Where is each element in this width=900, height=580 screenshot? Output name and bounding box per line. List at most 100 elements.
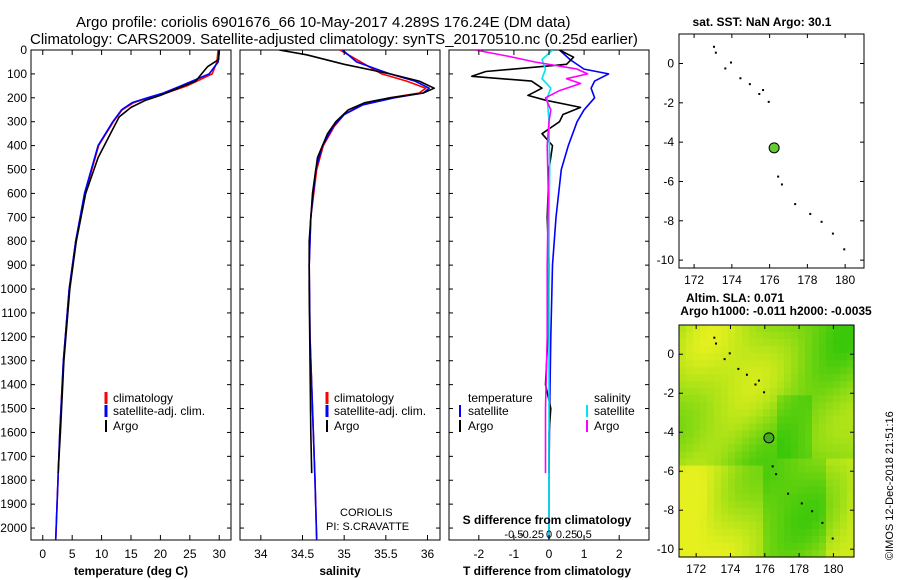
sla-heat-cell xyxy=(700,360,708,368)
sla-heat-cell xyxy=(686,479,694,488)
salinity-series xyxy=(279,50,436,540)
sla-heat-cell xyxy=(805,430,813,439)
sla-heat-cell xyxy=(826,472,834,481)
sla-heat-cell xyxy=(791,507,799,516)
salinity-x-ticks: 34 34.5 35 35.5 36 xyxy=(254,50,434,561)
sla-heat-cell xyxy=(770,388,778,396)
x-tick-label: 30 xyxy=(213,547,227,561)
sla-heat-cell xyxy=(735,472,743,481)
sla-heat-cell xyxy=(728,500,736,509)
sla-heat-cell xyxy=(833,339,841,347)
sla-heat-cell xyxy=(847,353,855,361)
depth-tick-label: 600 xyxy=(7,186,27,200)
sla-heat-cell xyxy=(742,465,750,474)
sla-heat-cell xyxy=(840,479,848,488)
sla-heat-cell xyxy=(749,528,757,537)
sla-heat-cell xyxy=(826,381,834,389)
sla-heat-cell xyxy=(693,402,701,410)
sla-heat-cell xyxy=(847,507,855,516)
depth-tick-label: 800 xyxy=(7,234,27,248)
sla-map-frame xyxy=(678,324,855,558)
map-x-tick-label: 174 xyxy=(720,562,740,576)
sla-heat-cell xyxy=(693,472,701,481)
sla-heat-cell xyxy=(798,346,806,354)
sla-heat-cell xyxy=(770,444,778,453)
sla-heat-cell xyxy=(728,437,736,446)
sla-heat-cell xyxy=(840,549,848,558)
sla-heat-cell xyxy=(791,346,799,354)
sla-heat-cell xyxy=(798,430,806,439)
map-y-tick-label: 0 xyxy=(667,56,674,70)
sla-heat-cell xyxy=(777,521,785,530)
map-x-tick-label: 172 xyxy=(684,273,704,287)
temperature-panel xyxy=(30,49,232,541)
sla-heat-cell xyxy=(721,528,729,537)
sla-heat-cell xyxy=(812,521,820,530)
s-diff-tick-label: -0.5 xyxy=(504,529,523,541)
sla-heat-cell xyxy=(770,451,778,460)
sla-heat-cell xyxy=(826,528,834,537)
sla-heat-cell xyxy=(784,458,792,467)
sla-heat-cell xyxy=(805,479,813,488)
sla-heat-cell xyxy=(679,367,687,375)
sla-heat-cell xyxy=(812,423,820,432)
sla-heat-cell xyxy=(749,402,757,410)
sla-heat-cell xyxy=(714,549,722,558)
sla-heat-cell xyxy=(686,367,694,375)
sla-heat-cell xyxy=(798,395,806,403)
depth-tick-label: 1000 xyxy=(0,282,27,296)
sla-heat-cell xyxy=(847,514,855,523)
x-tick-label: -1 xyxy=(509,547,520,561)
sla-heat-cell xyxy=(742,332,750,340)
island xyxy=(809,212,812,215)
sla-heat-cell xyxy=(728,493,736,502)
sla-heat-cell xyxy=(840,472,848,481)
sla-heat-cell xyxy=(735,325,743,333)
sla-heat-cell xyxy=(756,325,764,333)
sla-heat-cell xyxy=(721,325,729,333)
sla-heat-cell xyxy=(693,479,701,488)
sla-heat-cell xyxy=(693,507,701,516)
title-line-1: Argo profile: coriolis 6901676_66 10-May… xyxy=(76,14,570,31)
sla-heat-cell xyxy=(812,388,820,396)
sla-heat-cell xyxy=(812,507,820,516)
x-tick-label: 34 xyxy=(254,547,268,561)
sla-heat-cell xyxy=(735,465,743,474)
island xyxy=(821,521,824,524)
sla-heat-cell xyxy=(812,500,820,509)
sla-heat-cell xyxy=(686,346,694,354)
sla-heat-cell xyxy=(714,409,722,417)
sla-heat-cell xyxy=(756,367,764,375)
sla-heat-cell xyxy=(742,542,750,551)
sla-heat-cell xyxy=(770,430,778,439)
sst-map-title: sat. SST: NaN Argo: 30.1 xyxy=(693,15,832,29)
sla-heat-cell xyxy=(770,458,778,467)
sla-heat-cell xyxy=(784,535,792,544)
sla-heat-cell xyxy=(784,423,792,432)
sla-heat-cell xyxy=(721,374,729,382)
sla-heat-cell xyxy=(742,381,750,389)
sla-heat-cell xyxy=(749,451,757,460)
sla-heat-cell xyxy=(756,542,764,551)
sla-heat-cell xyxy=(826,458,834,467)
sla-heat-cell xyxy=(756,458,764,467)
sla-heat-cell xyxy=(700,486,708,495)
sla-heat-cell xyxy=(700,367,708,375)
sla-heat-cell xyxy=(693,514,701,523)
sla-heat-cell xyxy=(700,395,708,403)
sla-heat-cell xyxy=(756,549,764,558)
sla-heat-cell xyxy=(763,472,771,481)
legend-satellite-label: satellite-adj. clim. xyxy=(334,404,426,418)
sla-heat-cell xyxy=(763,416,771,425)
sla-heat-cell xyxy=(784,507,792,516)
x-tick-label: 20 xyxy=(154,547,168,561)
sla-heat-cell xyxy=(721,416,729,425)
sla-heat-cell xyxy=(798,507,806,516)
sla-heat-cell xyxy=(763,542,771,551)
sla-heat-cell xyxy=(833,521,841,530)
sla-heat-cell xyxy=(847,409,855,417)
depth-tick-label: 500 xyxy=(7,163,27,177)
sla-heat-cell xyxy=(819,535,827,544)
sla-heat-cell xyxy=(777,325,785,333)
sla-heat-cell xyxy=(679,388,687,396)
